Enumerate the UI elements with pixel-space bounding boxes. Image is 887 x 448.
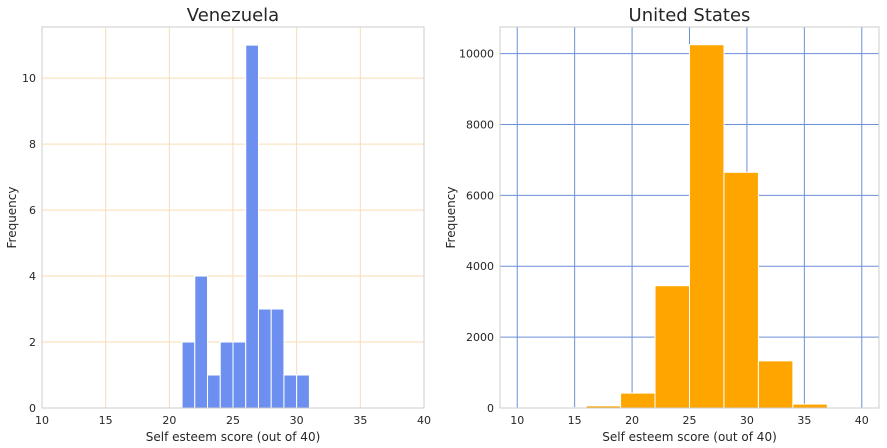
venezuela-x-tick-label: 10 <box>35 414 49 427</box>
united-states-x-tick-label: 25 <box>683 414 697 427</box>
venezuela-histogram-bar <box>219 341 234 409</box>
venezuela-y-tick-label: 10 <box>22 72 36 85</box>
venezuela-histogram-bar <box>283 374 298 409</box>
venezuela-x-tick-label: 30 <box>290 414 304 427</box>
venezuela-y-tick-label: 8 <box>29 138 36 151</box>
venezuela-x-tick-label: 20 <box>162 414 176 427</box>
venezuela-histogram-bar <box>194 275 209 409</box>
venezuela-title: Venezuela <box>187 5 279 26</box>
venezuela-y-tick-label: 2 <box>29 336 36 349</box>
venezuela-y-tick-label: 4 <box>29 270 36 283</box>
united-states-y-tick-label: 8000 <box>466 118 494 131</box>
united-states-title: United States <box>629 5 751 26</box>
venezuela-histogram-bar <box>245 44 259 409</box>
united-states-histogram-bar <box>757 360 794 409</box>
venezuela-x-axis-label: Self esteem score (out of 40) <box>146 430 321 444</box>
united-states-x-tick-label: 20 <box>625 414 639 427</box>
venezuela-histogram-bar <box>257 308 272 409</box>
venezuela-x-tick-label: 40 <box>417 414 431 427</box>
venezuela-x-tick-label: 25 <box>226 414 240 427</box>
united-states-x-tick-label: 40 <box>855 414 869 427</box>
united-states-x-tick-label: 35 <box>797 414 811 427</box>
venezuela-histogram-bar <box>181 341 196 409</box>
united-states-axes-frame <box>499 26 880 409</box>
united-states-histogram-bar <box>723 171 759 409</box>
united-states-panel: 10 15 20 25 30 35 40 0 2000 4000 6000 8000 10000 Uni… <box>444 5 880 444</box>
united-states-y-tick-label: 0 <box>487 402 494 415</box>
united-states-histogram-bar <box>689 44 725 409</box>
united-states-histogram-bar <box>792 403 828 409</box>
united-states-y-tick-label: 6000 <box>466 189 494 202</box>
venezuela-y-tick-label: 0 <box>29 402 36 415</box>
united-states-x-axis-label: Self esteem score (out of 40) <box>602 430 777 444</box>
united-states-histogram-bar <box>654 285 691 409</box>
united-states-y-tick-label: 4000 <box>466 260 494 273</box>
united-states-x-tick-label: 15 <box>568 414 582 427</box>
united-states-x-tick-label: 10 <box>510 414 524 427</box>
venezuela-x-tick-label: 15 <box>99 414 113 427</box>
united-states-y-axis-label: Frequency <box>444 187 458 249</box>
united-states-y-tick-label: 10000 <box>459 48 494 61</box>
venezuela-histogram-bar <box>296 374 310 409</box>
venezuela-panel: 10 15 20 25 30 35 40 0 2 4 6 8 10 Venezuela Self est… <box>5 5 431 444</box>
venezuela-y-axis-label: Frequency <box>5 187 19 249</box>
venezuela-axes-frame <box>41 26 425 409</box>
venezuela-x-tick-label: 35 <box>353 414 367 427</box>
venezuela-histogram-bar <box>232 341 247 409</box>
venezuela-y-tick-label: 6 <box>29 204 36 217</box>
united-states-y-tick-label: 2000 <box>466 331 494 344</box>
united-states-x-tick-label: 30 <box>740 414 754 427</box>
united-states-histogram-bar <box>620 392 656 409</box>
venezuela-histogram-bar <box>270 308 285 409</box>
venezuela-histogram-bar <box>207 374 221 409</box>
